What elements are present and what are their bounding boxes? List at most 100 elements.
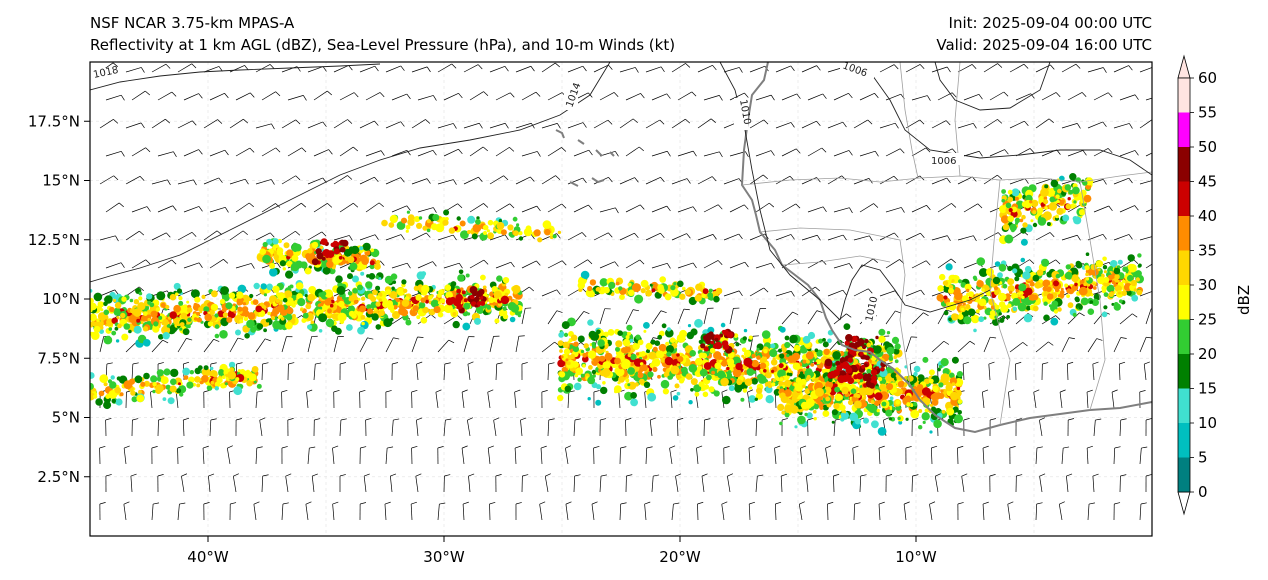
reflectivity-cell (509, 316, 516, 323)
wind-barb-flag (822, 206, 827, 213)
wind-barb-flag (411, 501, 417, 505)
wind-barb (287, 95, 304, 101)
reflectivity-cell (207, 321, 214, 327)
wind-barb (962, 364, 965, 381)
wind-barb (833, 150, 850, 157)
wind-barb-flag (600, 418, 607, 421)
reflectivity-cell (674, 383, 680, 389)
reflectivity-cell (652, 346, 658, 352)
wind-barb-flag (1153, 119, 1158, 123)
reflectivity-cell (870, 400, 875, 404)
wind-barb (885, 259, 900, 269)
reflectivity-cell (788, 372, 793, 377)
wind-barb-flag (249, 147, 255, 153)
wind-barb (1087, 338, 1097, 353)
wind-barb-flag (379, 92, 385, 98)
wind-barb-flag (749, 501, 756, 505)
wind-barb (675, 476, 679, 493)
wind-barb (463, 122, 480, 129)
wind-barb-flag (763, 119, 769, 125)
wind-barb-flag (1103, 179, 1107, 185)
wind-barb (827, 121, 844, 129)
reflectivity-cell (291, 254, 299, 262)
reflectivity-cell (1135, 277, 1141, 282)
reflectivity-cell (895, 405, 901, 411)
wind-barb (489, 65, 506, 73)
wind-barb-flag (727, 473, 733, 477)
wind-barb-flag (264, 338, 271, 342)
wind-barb-flag (607, 119, 613, 125)
reflectivity-cell (994, 261, 1001, 267)
wind-barb-flag (539, 501, 546, 505)
reflectivity-cell (242, 302, 247, 306)
wind-barb-flag (444, 474, 451, 477)
reflectivity-cell (472, 223, 482, 233)
reflectivity-cell (694, 318, 703, 328)
wind-barb (807, 206, 824, 213)
wind-barb-flag (328, 149, 333, 155)
wind-barb-flag (1015, 361, 1022, 365)
reflectivity-cell (452, 312, 457, 316)
reflectivity-cell (577, 377, 582, 382)
wind-barb-flag (282, 502, 289, 505)
reflectivity-cell (795, 377, 802, 384)
reflectivity-cell (412, 305, 419, 312)
reflectivity-cell (361, 321, 365, 326)
wind-barb (339, 420, 342, 437)
reflectivity-cell (841, 386, 849, 395)
wind-barb (703, 95, 720, 101)
reflectivity-cell (405, 224, 411, 230)
reflectivity-cell (474, 317, 481, 325)
wind-barb-flag (223, 259, 229, 264)
reflectivity-cell (585, 288, 594, 298)
reflectivity-cell (670, 285, 676, 291)
wind-barb (1015, 363, 1017, 381)
reflectivity-cell (735, 362, 743, 371)
wind-barb (625, 93, 641, 101)
reflectivity-cell (1001, 198, 1005, 203)
wind-barb-flag (380, 260, 385, 266)
reflectivity-cell (237, 284, 247, 294)
wind-barb (780, 476, 783, 493)
wind-barb-flag (763, 287, 769, 293)
reflectivity-cell (269, 268, 278, 277)
reflectivity-cell (158, 315, 163, 320)
wind-barb (332, 448, 335, 465)
wind-barb-flag (540, 445, 547, 449)
wind-barb (961, 476, 965, 493)
reflectivity-cell (366, 274, 370, 278)
reflectivity-cell (256, 323, 264, 330)
wind-barb-flag (825, 445, 832, 449)
reflectivity-cell (895, 399, 901, 405)
reflectivity-cell (1065, 264, 1072, 270)
reflectivity-cell (632, 342, 640, 350)
wind-barb (177, 289, 193, 297)
reflectivity-cell (150, 310, 158, 318)
wind-barb (983, 337, 991, 353)
wind-barb (521, 91, 537, 101)
reflectivity-cell (831, 420, 835, 424)
wind-barb (911, 204, 927, 213)
wind-barb-flag (717, 260, 723, 266)
wind-barb (729, 151, 746, 157)
reflectivity-cell (778, 348, 782, 353)
reflectivity-cell (758, 375, 767, 384)
reflectivity-cell (375, 275, 379, 279)
reflectivity-cell (676, 363, 680, 367)
wind-barb (487, 392, 491, 409)
wind-barb (755, 150, 772, 157)
wind-barb (467, 364, 471, 381)
wind-barb (177, 63, 192, 73)
reflectivity-cell (618, 376, 625, 383)
map-title: NSF NCAR 3.75-km MPAS-A (90, 14, 295, 32)
reflectivity-cell (1075, 297, 1080, 303)
reflectivity-cell (673, 282, 677, 286)
wind-barb-flag (162, 339, 169, 344)
reflectivity-cell (599, 278, 608, 287)
wind-barb-flag (489, 501, 496, 505)
wind-barb (755, 94, 772, 101)
wind-barb (723, 178, 740, 185)
reflectivity-cell (600, 386, 608, 395)
reflectivity-cell (1021, 201, 1028, 208)
wind-barb-flag (614, 261, 619, 267)
